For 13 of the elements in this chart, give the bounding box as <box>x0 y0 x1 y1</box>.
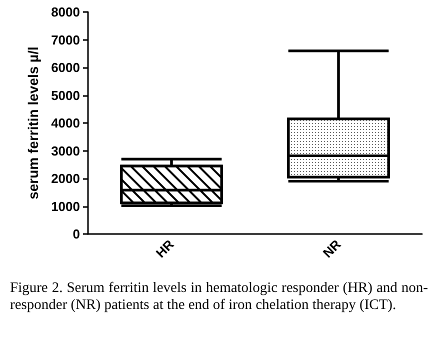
y-tick-label: 0 <box>72 226 80 242</box>
y-tick-label: 4000 <box>51 116 80 130</box>
y-tick-label: 3000 <box>51 143 80 158</box>
y-tick-label: 2000 <box>51 171 80 186</box>
x-tick-label: NR <box>320 236 344 261</box>
y-tick-label: 7000 <box>51 32 80 48</box>
y-axis-title: serum ferritin levels µ/l <box>25 46 42 200</box>
y-tick-label: 1000 <box>51 198 80 214</box>
caption: Figure 2. Serum ferritin levels in hematologic responder (HR) and non-responder (NR) patients at the end of iron chelation therapy (ICT). <box>10 280 428 314</box>
y-tick-label: 6000 <box>51 60 80 75</box>
x-tick-label: HR <box>152 236 178 261</box>
y-tick-label: 8000 <box>51 4 80 20</box>
y-tick-label: 5000 <box>51 88 80 103</box>
